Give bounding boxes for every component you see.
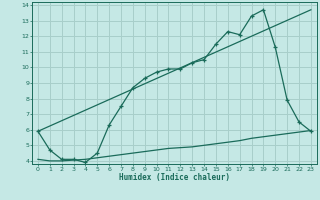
X-axis label: Humidex (Indice chaleur): Humidex (Indice chaleur) bbox=[119, 173, 230, 182]
